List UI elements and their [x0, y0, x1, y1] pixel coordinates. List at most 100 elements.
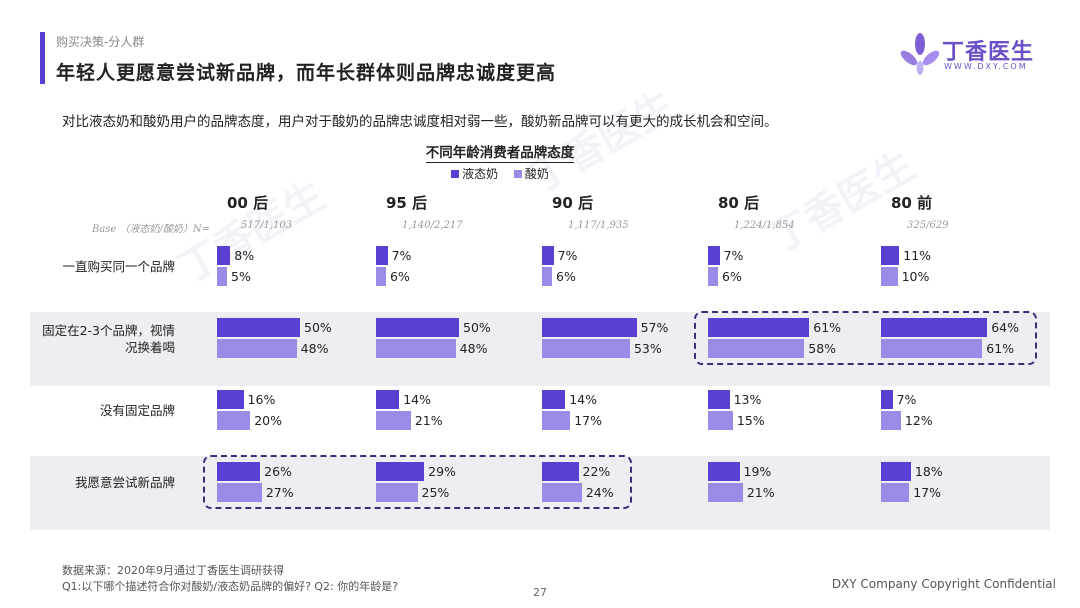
data-label: 15%: [736, 413, 765, 428]
data-label: 48%: [300, 341, 329, 356]
row-label-line: 没有固定品牌: [99, 403, 175, 418]
row-label-line: 况换着喝: [124, 339, 175, 355]
row-band: [30, 312, 1050, 386]
bar: [376, 339, 456, 358]
bar: [217, 411, 251, 430]
bar: [217, 390, 244, 409]
data-label: 10%: [901, 269, 930, 284]
row-label-line: 我愿意尝试新品牌: [74, 475, 175, 490]
data-label: 57%: [640, 320, 669, 335]
row-label-line: 一直购买同一个品牌: [62, 259, 175, 274]
bar: [542, 339, 630, 358]
bar: [217, 462, 261, 481]
copyright: DXY Company Copyright Confidential: [831, 577, 1056, 591]
bar: [708, 411, 733, 430]
bar: [376, 246, 388, 265]
data-label: 5%: [231, 269, 251, 284]
bar: [376, 318, 459, 337]
bar: [708, 483, 743, 502]
row-label-line: 固定在2-3个品牌，视情: [42, 322, 175, 338]
bar: [542, 462, 579, 481]
bar: [542, 246, 554, 265]
footer-questions: Q1:以下哪个描述符合你对酸奶/液态奶品牌的偏好? Q2: 你的年龄是?: [62, 580, 399, 593]
bar: [376, 390, 400, 409]
bar: [708, 462, 740, 481]
data-label: 21%: [414, 413, 443, 428]
row-label: 没有固定品牌: [30, 402, 175, 419]
page-subtitle: 对比液态奶和酸奶用户的品牌态度，用户对于酸奶的品牌忠诚度相对弱一些，酸奶新品牌可…: [62, 114, 778, 130]
bar: [217, 318, 300, 337]
logo-text-cn: 丁香医生: [942, 40, 1035, 65]
data-label: 22%: [582, 464, 611, 479]
highlight-box: [694, 311, 1038, 365]
bar: [217, 339, 297, 358]
data-label: 21%: [746, 485, 775, 500]
breadcrumb: 购买决策-分人群: [56, 35, 145, 49]
data-label: 61%: [986, 341, 1015, 356]
data-label: 48%: [459, 341, 488, 356]
bar: [881, 411, 901, 430]
group-header: 95 后: [386, 194, 428, 212]
data-label: 14%: [403, 392, 432, 407]
bar: [217, 267, 227, 286]
highlight-box: [203, 455, 632, 509]
base-label: Base （液态奶/酸奶）N=: [92, 224, 211, 235]
page-number: 27: [533, 586, 547, 599]
legend-item-yogurt: 酸奶: [513, 165, 549, 182]
data-label: 7%: [391, 248, 412, 263]
bar: [217, 483, 262, 502]
bar: [708, 267, 718, 286]
base-value: 1,140/2,217: [402, 220, 463, 231]
group-header: 90 后: [552, 194, 594, 212]
base-value: 1,117/1,935: [568, 220, 629, 231]
bar: [376, 411, 411, 430]
group-header: 80 后: [718, 194, 760, 212]
bar: [376, 483, 418, 502]
data-label: 13%: [733, 392, 762, 407]
data-label: 8%: [234, 248, 255, 263]
bar: [881, 318, 988, 337]
data-label: 27%: [265, 485, 294, 500]
data-label: 18%: [914, 464, 943, 479]
chart-legend: 液态奶 酸奶: [0, 165, 1000, 182]
bar: [708, 339, 805, 358]
data-label: 17%: [913, 485, 942, 500]
bar: [542, 483, 582, 502]
bar: [708, 246, 720, 265]
title-accent-bar: [40, 32, 45, 84]
base-value: 1,224/1,854: [734, 220, 795, 231]
data-label: 7%: [557, 248, 578, 263]
logo-text-en: WWW.DXY.COM: [944, 62, 1028, 71]
bar: [881, 267, 898, 286]
bar: [376, 267, 386, 286]
row-label: 我愿意尝试新品牌: [30, 474, 175, 491]
bar: [708, 390, 730, 409]
row-label: 一直购买同一个品牌: [30, 258, 175, 275]
clove-flower-icon: [900, 33, 940, 75]
data-label: 12%: [904, 413, 933, 428]
group-header: 80 前: [891, 194, 933, 212]
row-band: [30, 456, 1050, 530]
data-label: 26%: [264, 464, 292, 479]
data-label: 6%: [722, 269, 742, 284]
data-label: 64%: [991, 320, 1020, 335]
bar: [881, 246, 900, 265]
data-label: 50%: [304, 320, 332, 335]
data-label: 58%: [808, 341, 837, 356]
base-value: 325/629: [907, 220, 949, 231]
data-label: 6%: [556, 269, 576, 284]
data-label: 61%: [813, 320, 842, 335]
data-label: 20%: [254, 413, 282, 428]
bar: [376, 462, 425, 481]
data-label: 24%: [585, 485, 614, 500]
dxy-logo: 丁香医生 WWW.DXY.COM: [900, 32, 1040, 78]
row-label: 固定在2-3个品牌，视情 况换着喝: [30, 322, 175, 356]
data-label: 50%: [463, 320, 491, 335]
watermark: 丁香医生: [521, 82, 683, 203]
data-label: 17%: [574, 413, 603, 428]
data-label: 6%: [390, 269, 410, 284]
data-label: 25%: [421, 485, 450, 500]
data-label: 29%: [428, 464, 456, 479]
bar: [881, 462, 911, 481]
legend-item-liquid: 液态奶: [451, 165, 498, 182]
